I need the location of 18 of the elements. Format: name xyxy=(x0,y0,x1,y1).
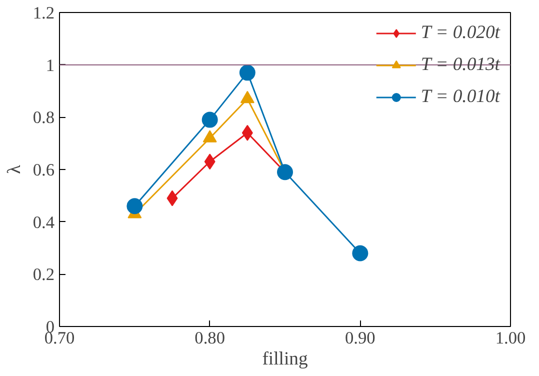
x-tick-label: 0.90 xyxy=(345,328,376,348)
legend-label: T = 0.020t xyxy=(420,22,500,44)
point xyxy=(202,112,218,128)
y-tick-label: 0.2 xyxy=(32,265,55,284)
point xyxy=(277,164,293,180)
x-tick-label: 0.80 xyxy=(194,328,225,348)
x-axis-title: filling xyxy=(262,348,308,370)
y-tick-label: 0.8 xyxy=(32,108,55,128)
point xyxy=(126,198,143,214)
legend-label: T = 0.010t xyxy=(420,86,500,108)
point xyxy=(239,64,256,81)
x-tick-label: 1.00 xyxy=(495,328,526,348)
y-tick-label: 1.2 xyxy=(32,4,55,22)
y-tick-label: 1 xyxy=(46,56,55,75)
y-tick-label: 0.6 xyxy=(32,160,55,180)
y-axis-title: λ xyxy=(4,164,25,174)
y-tick-label: 0.4 xyxy=(32,212,55,232)
point xyxy=(352,245,368,262)
